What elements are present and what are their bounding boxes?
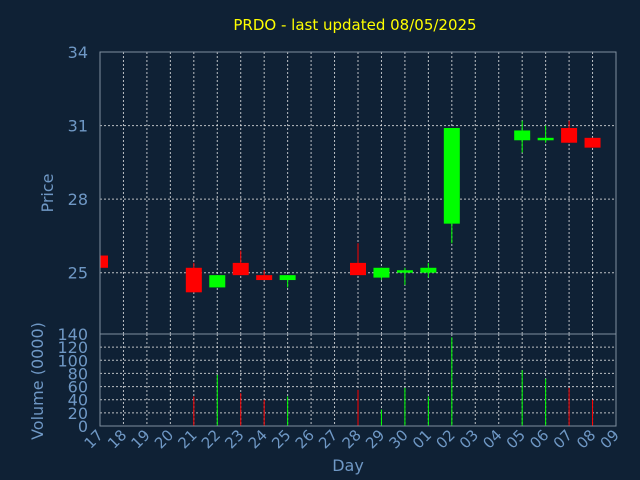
price-y-tick-label: 31 — [68, 117, 88, 136]
candle-body — [443, 128, 460, 224]
price-panel: 25 28 31 34 Price — [38, 43, 617, 335]
candle-body — [537, 137, 554, 141]
price-y-ticks: 25 28 31 34 — [68, 43, 88, 283]
candle-body — [279, 275, 296, 281]
price-y-tick-label: 28 — [68, 190, 88, 209]
volume-y-tick-label: 80 — [68, 364, 88, 383]
candle-body — [561, 128, 578, 143]
volume-y-tick-label: 0 — [78, 417, 88, 436]
candle-body — [100, 255, 108, 268]
x-axis-label: Day — [332, 456, 364, 475]
price-y-tick-label: 25 — [68, 264, 88, 283]
candle-body — [584, 137, 601, 148]
volume-y-tick-label: 20 — [68, 404, 88, 423]
volume-frame — [99, 333, 617, 427]
candle-body — [185, 267, 202, 293]
candle-body — [209, 275, 226, 288]
volume-y-tick-label: 100 — [57, 351, 88, 370]
volume-y-tick-label: 140 — [57, 325, 88, 344]
x-tick-labels: 1718192021222324252627282930010203040506… — [81, 426, 623, 452]
price-axis-label: Price — [38, 173, 57, 212]
candles — [99, 120, 601, 293]
candle-body — [256, 275, 273, 281]
volume-bars — [193, 337, 594, 426]
candle-body — [350, 262, 366, 276]
candle-body — [396, 270, 413, 273]
candle-body — [232, 262, 249, 276]
price-y-tick-label: 34 — [68, 43, 88, 62]
candle-body — [420, 267, 437, 273]
volume-y-tick-label: 120 — [57, 338, 88, 357]
candle-body — [514, 130, 531, 141]
chart-title: PRDO - last updated 08/05/2025 — [233, 16, 476, 34]
candle-body — [373, 267, 390, 278]
volume-axis-label: Volume (0000) — [28, 322, 47, 440]
volume-y-tick-label: 40 — [68, 391, 88, 410]
volume-y-tick-label: 60 — [68, 378, 88, 397]
